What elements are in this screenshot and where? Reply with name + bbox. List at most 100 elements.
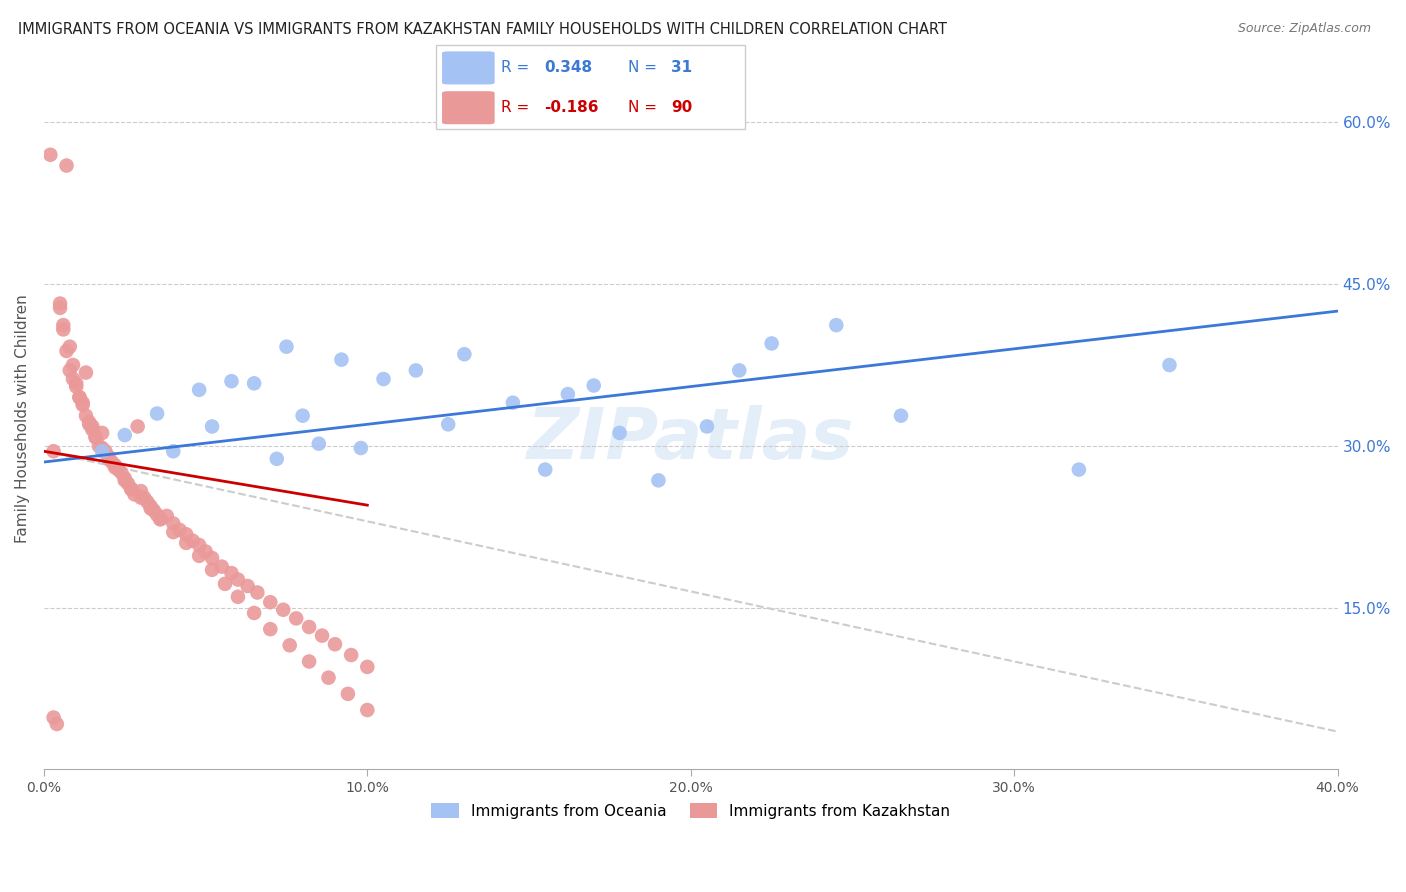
Point: [243, 606, 266, 620]
Point: [97, 450, 120, 464]
Point: [75, 366, 97, 380]
Point: [142, 503, 165, 517]
Point: [226, 573, 249, 587]
Point: [134, 491, 156, 505]
Point: [120, 482, 142, 496]
Point: [72, 398, 94, 412]
Point: [136, 495, 159, 509]
Point: [696, 419, 718, 434]
Text: 90: 90: [671, 100, 692, 115]
Point: [72, 396, 94, 410]
Point: [52, 318, 75, 332]
Point: [188, 538, 211, 552]
Point: [65, 379, 87, 393]
Point: [557, 387, 579, 401]
Point: [1067, 462, 1090, 476]
Point: [42, 444, 65, 458]
Text: 0.348: 0.348: [544, 61, 592, 76]
Point: [259, 595, 281, 609]
Point: [728, 363, 751, 377]
Point: [534, 462, 557, 476]
Point: [55, 159, 77, 173]
Point: [761, 336, 783, 351]
Text: -0.186: -0.186: [544, 100, 599, 115]
Point: [236, 579, 259, 593]
Point: [124, 487, 146, 501]
Point: [69, 390, 91, 404]
Point: [373, 372, 395, 386]
Legend: Immigrants from Oceania, Immigrants from Kazakhstan: Immigrants from Oceania, Immigrants from…: [425, 797, 956, 825]
Text: N =: N =: [627, 100, 657, 115]
Point: [582, 378, 605, 392]
Point: [246, 585, 269, 599]
Point: [259, 622, 281, 636]
Point: [330, 352, 353, 367]
Point: [91, 444, 114, 458]
Point: [221, 566, 243, 580]
Point: [278, 638, 301, 652]
Point: [453, 347, 475, 361]
Point: [188, 383, 211, 397]
Point: [39, 148, 62, 162]
Point: [194, 544, 217, 558]
Point: [55, 343, 77, 358]
Text: R =: R =: [501, 61, 529, 76]
Point: [1159, 358, 1181, 372]
Point: [323, 637, 346, 651]
Point: [117, 476, 139, 491]
Point: [181, 533, 204, 548]
Point: [285, 611, 308, 625]
Point: [271, 603, 294, 617]
Point: [243, 376, 266, 391]
Point: [45, 717, 67, 731]
Point: [104, 460, 127, 475]
Point: [49, 301, 72, 315]
Point: [308, 436, 330, 450]
Point: [356, 703, 378, 717]
Point: [120, 482, 142, 496]
Point: [84, 430, 107, 444]
FancyBboxPatch shape: [436, 45, 745, 129]
Point: [609, 425, 631, 440]
Point: [129, 484, 152, 499]
Text: IMMIGRANTS FROM OCEANIA VS IMMIGRANTS FROM KAZAKHSTAN FAMILY HOUSEHOLDS WITH CHI: IMMIGRANTS FROM OCEANIA VS IMMIGRANTS FR…: [18, 22, 948, 37]
FancyBboxPatch shape: [441, 52, 495, 85]
Point: [146, 508, 169, 522]
Point: [318, 671, 340, 685]
Point: [221, 374, 243, 388]
Text: N =: N =: [627, 61, 657, 76]
Point: [201, 563, 224, 577]
Point: [350, 441, 373, 455]
Text: Source: ZipAtlas.com: Source: ZipAtlas.com: [1237, 22, 1371, 36]
Point: [298, 620, 321, 634]
Point: [59, 363, 82, 377]
Point: [162, 525, 184, 540]
Point: [201, 419, 224, 434]
Point: [59, 340, 82, 354]
Point: [107, 462, 129, 476]
Point: [149, 512, 172, 526]
Text: R =: R =: [501, 100, 529, 115]
Point: [77, 415, 100, 429]
Point: [49, 296, 72, 310]
Point: [110, 466, 132, 480]
Point: [437, 417, 460, 432]
Point: [298, 655, 321, 669]
Point: [129, 491, 152, 505]
Point: [82, 419, 104, 434]
Point: [114, 474, 136, 488]
Point: [340, 648, 363, 662]
Point: [65, 376, 87, 391]
Text: ZIPatlas: ZIPatlas: [527, 406, 855, 475]
Point: [91, 441, 114, 455]
Point: [75, 409, 97, 423]
Point: [890, 409, 912, 423]
Point: [201, 551, 224, 566]
FancyBboxPatch shape: [441, 91, 495, 124]
Point: [162, 444, 184, 458]
Point: [226, 590, 249, 604]
Point: [311, 629, 333, 643]
Point: [211, 559, 233, 574]
Point: [162, 516, 184, 531]
Point: [291, 409, 314, 423]
